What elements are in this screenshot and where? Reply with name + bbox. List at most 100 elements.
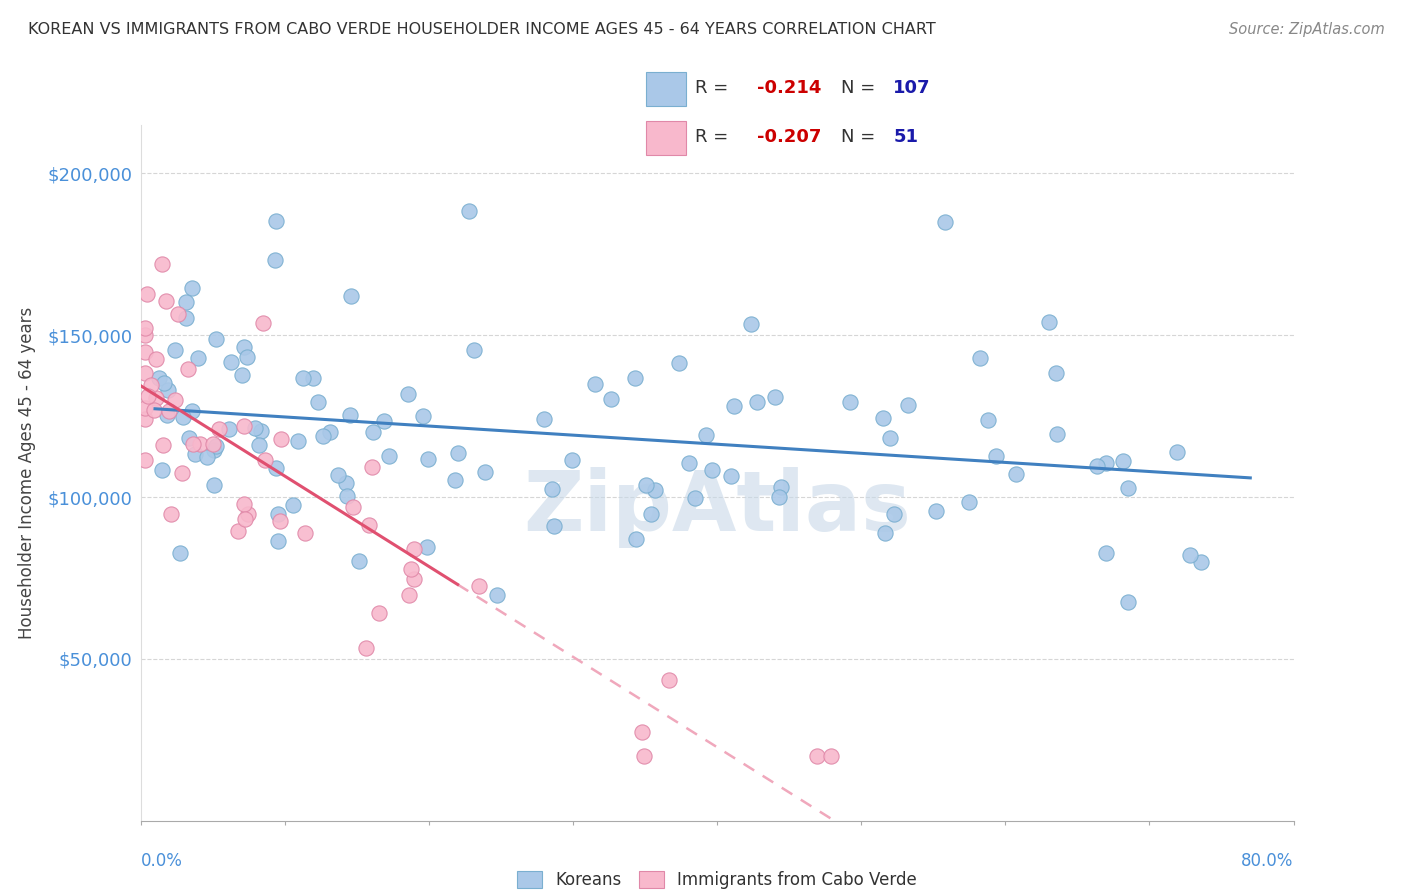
Point (165, 393, 187, 408)
Point (769, 480, 792, 494)
Point (157, 404, 180, 418)
Point (169, 546, 191, 560)
Point (820, 748, 842, 763)
Point (1046, 427, 1069, 442)
Point (644, 483, 666, 497)
Point (270, 432, 292, 446)
Point (1095, 456, 1118, 470)
Text: ZipAtlas: ZipAtlas (523, 467, 911, 548)
Point (485, 588, 508, 602)
Point (624, 532, 647, 546)
Point (336, 489, 359, 503)
Point (202, 437, 225, 451)
Point (357, 517, 380, 532)
Point (134, 412, 156, 426)
Point (187, 351, 209, 365)
Point (307, 395, 329, 409)
Point (219, 355, 242, 369)
Point (172, 410, 194, 425)
Point (143, 403, 166, 417)
Point (1166, 445, 1188, 459)
Point (402, 541, 425, 556)
Point (233, 511, 256, 525)
Point (269, 514, 291, 528)
Point (134, 345, 156, 359)
Point (401, 562, 423, 576)
Text: 0.0%: 0.0% (141, 852, 183, 870)
Point (361, 460, 384, 475)
Point (1038, 315, 1060, 329)
Point (180, 281, 202, 295)
Point (312, 429, 335, 443)
Point (291, 371, 314, 385)
Point (763, 390, 786, 404)
Point (695, 428, 717, 442)
Point (934, 215, 956, 229)
Text: R =: R = (696, 79, 734, 97)
Point (141, 377, 163, 392)
Point (263, 252, 285, 267)
Point (247, 438, 270, 452)
Point (167, 307, 190, 321)
Point (882, 507, 904, 521)
Point (658, 673, 681, 687)
Point (418, 452, 440, 467)
Point (678, 456, 700, 470)
Point (264, 214, 287, 228)
Point (412, 409, 434, 423)
Point (281, 498, 304, 512)
Point (218, 422, 240, 436)
Bar (645, 71, 686, 105)
Point (335, 476, 357, 491)
Point (153, 376, 176, 390)
Point (806, 748, 828, 763)
Text: -0.214: -0.214 (758, 79, 821, 97)
Point (720, 469, 742, 483)
Point (872, 411, 894, 425)
Bar (645, 121, 686, 155)
Point (879, 431, 901, 445)
Point (339, 289, 361, 303)
Point (266, 534, 288, 549)
Point (148, 371, 170, 385)
Point (294, 525, 316, 540)
Point (342, 500, 364, 515)
Point (1112, 454, 1135, 468)
Point (176, 294, 198, 309)
Point (533, 412, 555, 426)
Point (287, 434, 309, 448)
Point (205, 332, 228, 346)
Point (416, 541, 439, 555)
Point (145, 392, 167, 406)
Point (361, 425, 384, 440)
Point (561, 453, 583, 467)
Point (135, 287, 157, 301)
Point (745, 395, 768, 409)
Point (640, 508, 662, 522)
Point (267, 508, 290, 522)
Point (925, 504, 948, 518)
Point (136, 389, 159, 403)
Point (367, 606, 389, 620)
Text: N =: N = (841, 79, 880, 97)
Point (176, 311, 198, 326)
Point (377, 449, 399, 463)
Point (233, 496, 256, 510)
Point (152, 438, 174, 452)
Point (177, 362, 200, 376)
Point (957, 494, 980, 508)
Point (740, 317, 762, 331)
Point (195, 450, 218, 465)
Point (250, 424, 273, 438)
Point (157, 384, 180, 398)
Point (266, 460, 288, 475)
Point (179, 431, 201, 445)
Point (977, 413, 1000, 427)
Point (1118, 595, 1140, 609)
Text: Source: ZipAtlas.com: Source: ZipAtlas.com (1229, 22, 1385, 37)
Point (134, 328, 156, 343)
Point (233, 419, 256, 434)
Point (402, 572, 425, 586)
Point (159, 507, 181, 521)
Point (1094, 546, 1116, 560)
